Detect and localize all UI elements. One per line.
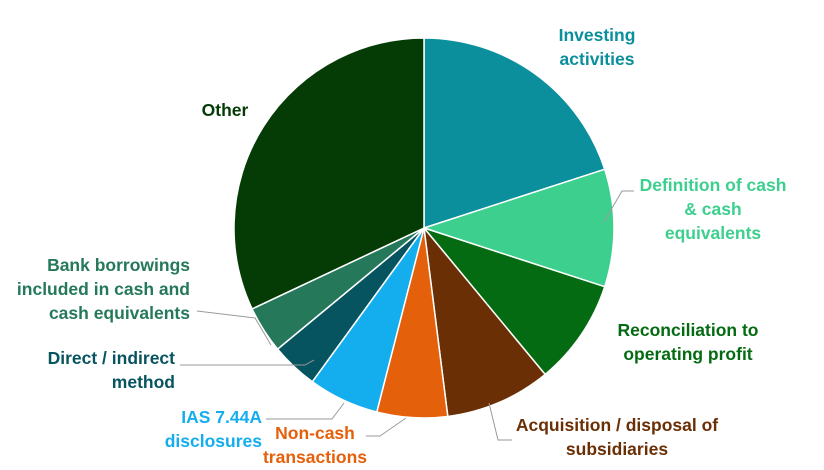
leader-lines: [180, 190, 634, 441]
pie-slice-1: [421, 168, 615, 288]
pie-slice-3: [422, 225, 547, 418]
slice-label-4: Non-cash transactions: [263, 423, 367, 467]
leader-line-5: [266, 402, 345, 420]
leader-line-1: [603, 190, 634, 223]
leader-line-3: [488, 402, 512, 441]
slice-label-line: disclosures: [165, 431, 263, 451]
slice-label-line: Other: [202, 100, 249, 120]
slice-label-line: transactions: [263, 447, 367, 467]
slice-label-1: Definition of cash & cash equivalents: [640, 175, 787, 243]
slice-label-0: Investing activities: [559, 25, 636, 69]
slice-label-line: Bank borrowings: [47, 255, 190, 275]
slice-label-line: method: [112, 372, 175, 392]
slice-label-line: Reconciliation to: [618, 320, 759, 340]
slice-label-line: Non-cash: [275, 423, 355, 443]
leader-line-4: [366, 417, 407, 437]
slice-label-line: Definition of cash: [640, 175, 787, 195]
slice-label-line: cash equivalents: [49, 303, 190, 323]
pie-slice-2: [421, 226, 606, 376]
slice-label-8: Other: [202, 100, 249, 120]
slice-label-line: IAS 7.44A: [181, 407, 262, 427]
pie-slices: [233, 37, 615, 419]
slice-label-line: Investing: [559, 25, 636, 45]
slice-label-7: Bank borrowings included in cash and cash …: [17, 255, 190, 323]
pie-slice-8: [233, 37, 425, 310]
slice-label-line: activities: [560, 49, 635, 69]
slice-label-line: & cash: [684, 199, 741, 219]
slice-label-line: equivalents: [665, 223, 762, 243]
slice-label-3: Acquisition / disposal of subsidiaries: [516, 415, 718, 459]
slice-label-line: included in cash and: [17, 279, 190, 299]
leader-line-7: [196, 310, 272, 346]
slice-label-line: operating profit: [623, 344, 752, 364]
leader-line-6: [180, 359, 315, 366]
slice-label-line: subsidiaries: [566, 439, 668, 459]
pie-slice-0: [423, 37, 606, 230]
slice-labels: Investing activities Definition of cash & c…: [17, 25, 787, 467]
slice-label-6: Direct / indirect method: [48, 348, 176, 392]
slice-label-2: Reconciliation to operating profit: [618, 320, 759, 364]
slice-label-line: Direct / indirect: [48, 348, 176, 368]
slice-label-line: Acquisition / disposal of: [516, 415, 718, 435]
slice-label-5: IAS 7.44A disclosures: [165, 407, 263, 451]
